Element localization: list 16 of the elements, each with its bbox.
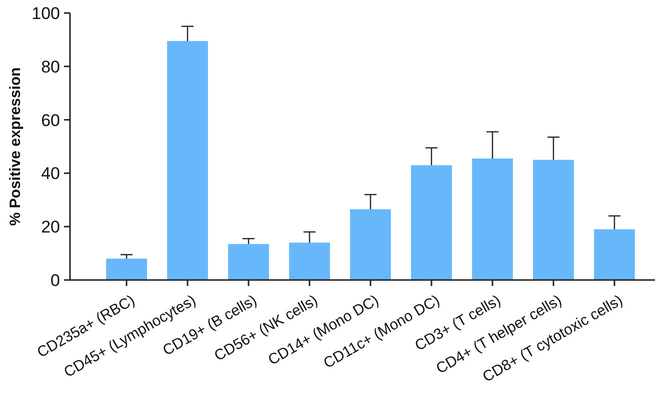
- y-tick-label: 100: [32, 4, 60, 23]
- bar: [106, 258, 147, 280]
- y-tick-label: 20: [41, 218, 60, 237]
- bar: [411, 165, 452, 280]
- bar: [167, 41, 208, 280]
- y-tick-label: 80: [41, 57, 60, 76]
- bar: [533, 160, 574, 280]
- y-tick-label: 0: [50, 270, 60, 290]
- y-axis-title: % Positive expression: [7, 67, 24, 226]
- y-tick-label: 60: [41, 110, 60, 130]
- bar: [472, 158, 513, 280]
- y-tick-label: 40: [41, 164, 60, 184]
- bar: [594, 229, 635, 280]
- bar: [289, 242, 330, 280]
- bar: [350, 209, 391, 280]
- bar: [228, 244, 269, 280]
